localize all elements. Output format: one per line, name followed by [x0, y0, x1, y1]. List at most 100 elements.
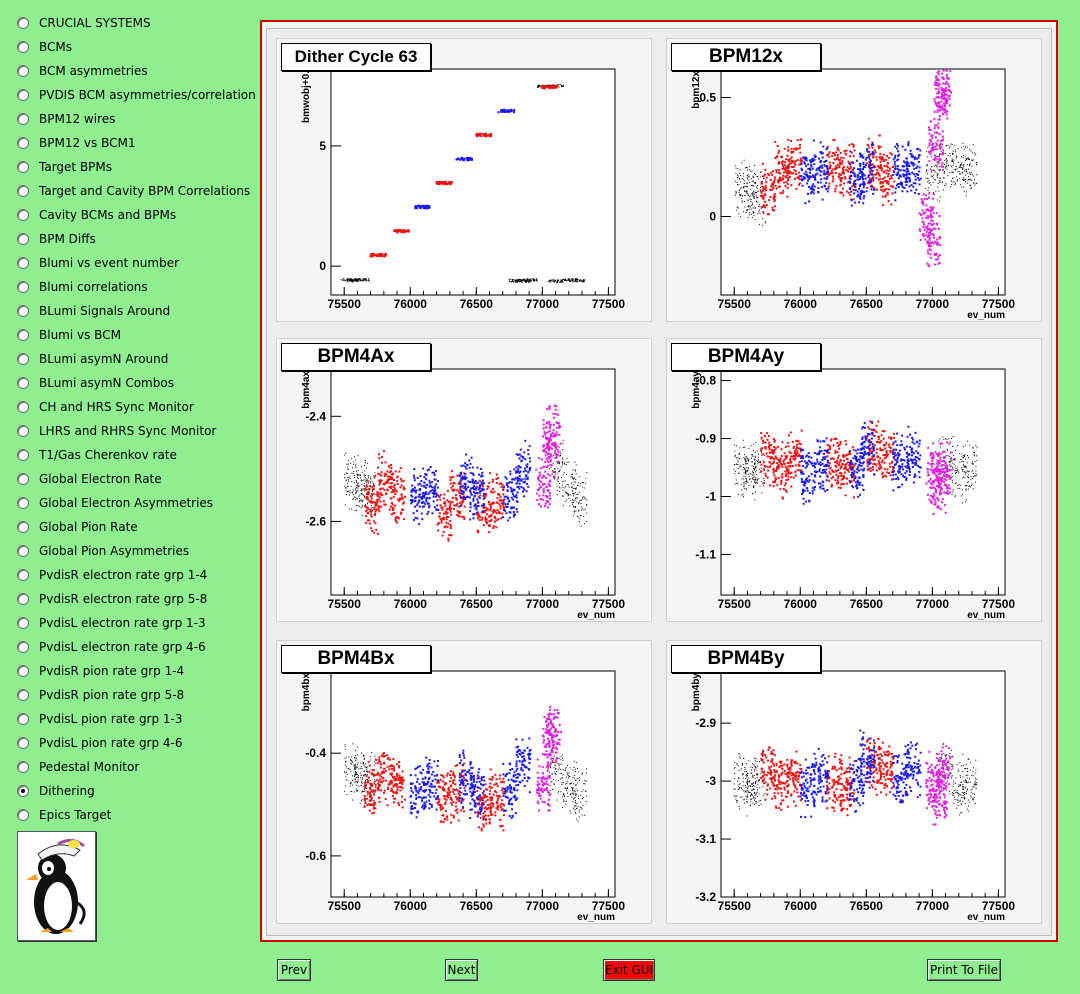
radio-button-icon[interactable]	[17, 809, 29, 821]
sidebar-item-2[interactable]: BCM asymmetries	[17, 60, 148, 82]
data-point	[459, 494, 462, 497]
sidebar-item-4[interactable]: BPM12 wires	[17, 108, 115, 130]
data-point	[790, 162, 793, 165]
radio-button-icon[interactable]	[17, 17, 29, 29]
sidebar-item-19[interactable]: Global Electron Rate	[17, 468, 162, 490]
data-point	[776, 145, 779, 148]
radio-button-icon[interactable]	[17, 161, 29, 173]
sidebar-item-3[interactable]: PVDIS BCM asymmetries/correlation	[17, 84, 256, 106]
radio-button-icon[interactable]	[17, 689, 29, 701]
data-point	[964, 471, 966, 473]
sidebar-item-5[interactable]: BPM12 vs BCM1	[17, 132, 135, 154]
data-point	[965, 467, 967, 469]
data-point	[508, 511, 511, 514]
sidebar-item-33[interactable]: Epics Target	[17, 804, 111, 826]
sidebar-item-8[interactable]: Cavity BCMs and BPMs	[17, 204, 176, 226]
radio-button-icon[interactable]	[17, 665, 29, 677]
radio-button-icon[interactable]	[17, 329, 29, 341]
data-point	[368, 500, 371, 503]
radio-button-icon[interactable]	[17, 497, 29, 509]
sidebar-item-29[interactable]: PvdisL pion rate grp 1-3	[17, 708, 183, 730]
data-point	[870, 180, 873, 183]
sidebar-item-13[interactable]: Blumi vs BCM	[17, 324, 121, 346]
data-point	[852, 143, 855, 146]
radio-button-icon[interactable]	[17, 449, 29, 461]
data-point	[893, 160, 896, 163]
plot-pad-2[interactable]: 75500 76000 76500 77000 77500 -2.4 -2.6 bpm4ax e…	[276, 338, 652, 622]
sidebar-item-21[interactable]: Global Pion Rate	[17, 516, 138, 538]
data-point	[887, 156, 890, 159]
plot-pad-3[interactable]: 75500 76000 76500 77000 77500 -0.8 -0.9 -1 -1.1 b…	[666, 338, 1042, 622]
radio-button-icon[interactable]	[17, 65, 29, 77]
data-point	[744, 468, 746, 470]
radio-button-icon[interactable]	[17, 353, 29, 365]
radio-button-icon[interactable]	[17, 113, 29, 125]
radio-button-icon[interactable]	[17, 41, 29, 53]
radio-button-icon[interactable]	[17, 209, 29, 221]
sidebar-item-11[interactable]: Blumi correlations	[17, 276, 148, 298]
radio-button-icon[interactable]	[17, 185, 29, 197]
data-point	[928, 191, 931, 194]
sidebar-item-25[interactable]: PvdisL electron rate grp 1-3	[17, 612, 206, 634]
sidebar-item-16[interactable]: CH and HRS Sync Monitor	[17, 396, 194, 418]
plot-pad-1[interactable]: 75500 76000 76500 77000 77500 0 0.5 bpm12x ev_nu…	[666, 38, 1042, 322]
data-point	[742, 195, 744, 197]
radio-button-icon[interactable]	[17, 641, 29, 653]
sidebar-item-31[interactable]: Pedestal Monitor	[17, 756, 139, 778]
radio-button-icon[interactable]	[17, 737, 29, 749]
radio-button-icon[interactable]	[17, 281, 29, 293]
sidebar-item-0[interactable]: CRUCIAL SYSTEMS	[17, 12, 151, 34]
radio-button-icon[interactable]	[17, 425, 29, 437]
sidebar-item-6[interactable]: Target BPMs	[17, 156, 112, 178]
radio-button-icon[interactable]	[17, 89, 29, 101]
plot-pad-0[interactable]: 75500 76000 76500 77000 77500 0 5 bmwobj+0. Dith…	[276, 38, 652, 322]
sidebar-item-26[interactable]: PvdisL electron rate grp 4-6	[17, 636, 206, 658]
sidebar-item-18[interactable]: T1/Gas Cherenkov rate	[17, 444, 177, 466]
radio-button-icon[interactable]	[17, 713, 29, 725]
data-point	[488, 503, 491, 506]
data-point	[746, 471, 748, 473]
y-tick-label: -2.6	[305, 514, 326, 528]
radio-button-icon[interactable]	[17, 401, 29, 413]
sidebar-item-14[interactable]: BLumi asymN Around	[17, 348, 168, 370]
radio-button-icon[interactable]	[17, 473, 29, 485]
data-point	[345, 452, 347, 454]
sidebar-item-32[interactable]: Dithering	[17, 780, 95, 802]
data-point	[423, 496, 426, 499]
radio-button-icon[interactable]	[17, 617, 29, 629]
radio-button-icon[interactable]	[17, 785, 29, 797]
data-point	[555, 431, 558, 434]
sidebar-item-22[interactable]: Global Pion Asymmetries	[17, 540, 189, 562]
sidebar-item-7[interactable]: Target and Cavity BPM Correlations	[17, 180, 250, 202]
sidebar-item-17[interactable]: LHRS and RHRS Sync Monitor	[17, 420, 216, 442]
sidebar-item-12[interactable]: BLumi Signals Around	[17, 300, 170, 322]
data-point	[571, 485, 573, 487]
radio-button-icon[interactable]	[17, 137, 29, 149]
radio-button-icon[interactable]	[17, 545, 29, 557]
radio-button-icon[interactable]	[17, 569, 29, 581]
sidebar-item-9[interactable]: BPM Diffs	[17, 228, 96, 250]
radio-button-icon[interactable]	[17, 593, 29, 605]
sidebar-item-23[interactable]: PvdisR electron rate grp 1-4	[17, 564, 207, 586]
data-point	[573, 477, 575, 479]
sidebar-item-27[interactable]: PvdisR pion rate grp 1-4	[17, 660, 184, 682]
data-point	[837, 477, 840, 480]
data-point	[744, 446, 746, 448]
sidebar-item-24[interactable]: PvdisR electron rate grp 5-8	[17, 588, 207, 610]
radio-button-icon[interactable]	[17, 761, 29, 773]
sidebar-item-15[interactable]: BLumi asymN Combos	[17, 372, 174, 394]
sidebar-item-30[interactable]: PvdisL pion rate grp 4-6	[17, 732, 183, 754]
sidebar-item-10[interactable]: Blumi vs event number	[17, 252, 179, 274]
sidebar-item-20[interactable]: Global Electron Asymmetries	[17, 492, 213, 514]
sidebar-item-1[interactable]: BCMs	[17, 36, 72, 58]
data-point	[437, 522, 440, 525]
sidebar-item-28[interactable]: PvdisR pion rate grp 5-8	[17, 684, 184, 706]
data-point	[550, 466, 552, 468]
radio-button-icon[interactable]	[17, 305, 29, 317]
radio-button-icon[interactable]	[17, 257, 29, 269]
radio-button-icon[interactable]	[17, 233, 29, 245]
radio-button-icon[interactable]	[17, 521, 29, 533]
data-point	[955, 483, 957, 485]
data-point	[350, 279, 352, 281]
radio-button-icon[interactable]	[17, 377, 29, 389]
